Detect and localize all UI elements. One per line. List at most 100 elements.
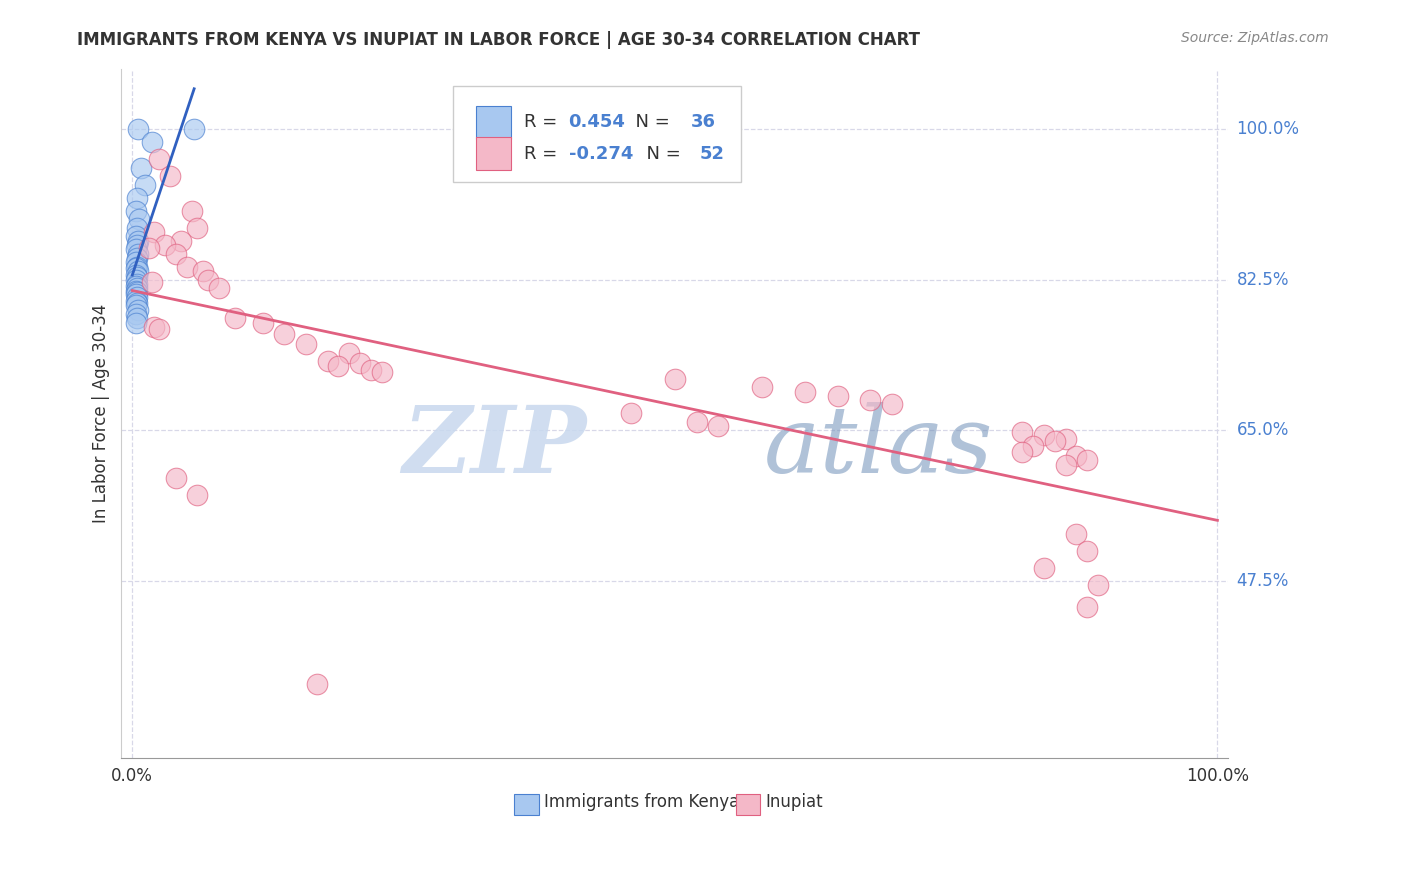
Point <box>165 246 187 260</box>
Text: atlas: atlas <box>763 402 993 492</box>
Text: 52: 52 <box>699 145 724 162</box>
Point <box>305 677 328 691</box>
Point <box>176 260 198 274</box>
Point <box>124 298 146 312</box>
Point <box>125 295 148 310</box>
Point <box>124 307 146 321</box>
Point <box>273 326 295 341</box>
Point <box>1032 561 1054 575</box>
Point <box>295 337 318 351</box>
Point <box>125 290 148 304</box>
Point <box>124 294 146 309</box>
Point <box>148 321 170 335</box>
Point <box>124 287 146 301</box>
Point <box>124 272 146 286</box>
Point <box>197 272 219 286</box>
Point <box>1066 526 1088 541</box>
Point <box>125 238 148 252</box>
Point <box>224 311 246 326</box>
Point <box>751 380 773 394</box>
Text: ZIP: ZIP <box>402 402 586 492</box>
Point <box>1011 425 1033 439</box>
Point <box>1022 439 1045 453</box>
Point <box>170 234 193 248</box>
Point <box>125 281 148 295</box>
Text: 47.5%: 47.5% <box>1237 572 1289 590</box>
Text: Inupiat: Inupiat <box>766 793 824 811</box>
Text: -0.274: -0.274 <box>568 145 633 162</box>
Point <box>859 393 882 408</box>
Point <box>148 152 170 166</box>
Point <box>360 363 382 377</box>
Text: 65.0%: 65.0% <box>1237 421 1289 439</box>
Text: N =: N = <box>636 145 686 162</box>
Point <box>124 278 146 293</box>
Point <box>125 285 148 300</box>
Text: R =: R = <box>524 145 564 162</box>
Point <box>794 384 817 399</box>
Point <box>124 203 146 218</box>
Point <box>125 251 148 265</box>
Point <box>186 488 208 502</box>
Point <box>252 316 274 330</box>
FancyBboxPatch shape <box>515 794 538 814</box>
Text: 82.5%: 82.5% <box>1237 270 1289 288</box>
Point <box>620 406 643 420</box>
Point <box>183 121 205 136</box>
FancyBboxPatch shape <box>454 86 741 182</box>
Point <box>125 269 148 284</box>
Point <box>124 243 146 257</box>
FancyBboxPatch shape <box>475 106 510 139</box>
Text: Source: ZipAtlas.com: Source: ZipAtlas.com <box>1181 31 1329 45</box>
Point <box>138 241 160 255</box>
Y-axis label: In Labor Force | Age 30-34: In Labor Force | Age 30-34 <box>93 303 110 523</box>
Point <box>181 203 204 218</box>
Point <box>1076 544 1098 558</box>
Point <box>127 234 149 248</box>
Point <box>165 470 187 484</box>
Point <box>827 389 849 403</box>
Text: N =: N = <box>624 113 675 131</box>
Point <box>371 365 394 379</box>
Point <box>143 225 166 239</box>
Point <box>125 260 148 274</box>
Point <box>1011 444 1033 458</box>
Point <box>685 415 707 429</box>
Point <box>124 229 146 244</box>
Point <box>125 191 148 205</box>
Point <box>143 319 166 334</box>
Point <box>159 169 181 184</box>
Point <box>125 277 148 291</box>
Text: 100.0%: 100.0% <box>1237 120 1299 137</box>
Point <box>349 356 371 370</box>
Text: Immigrants from Kenya: Immigrants from Kenya <box>544 793 740 811</box>
Point <box>124 268 146 283</box>
Point <box>127 121 149 136</box>
Point <box>129 161 152 175</box>
Text: 0.454: 0.454 <box>568 113 626 131</box>
Point <box>664 371 686 385</box>
Point <box>880 397 903 411</box>
Text: IMMIGRANTS FROM KENYA VS INUPIAT IN LABOR FORCE | AGE 30-34 CORRELATION CHART: IMMIGRANTS FROM KENYA VS INUPIAT IN LABO… <box>77 31 921 49</box>
Point <box>1054 432 1077 446</box>
Point <box>124 316 146 330</box>
Point <box>124 255 146 269</box>
FancyBboxPatch shape <box>735 794 761 814</box>
Point <box>316 354 339 368</box>
Point <box>328 359 350 373</box>
Point <box>125 220 148 235</box>
Point <box>186 220 208 235</box>
Point <box>134 178 156 192</box>
Point <box>707 419 730 434</box>
Text: 36: 36 <box>690 113 716 131</box>
Point <box>191 264 214 278</box>
Point <box>1076 453 1098 467</box>
Point <box>337 345 360 359</box>
Point <box>124 284 146 298</box>
Point <box>141 135 163 149</box>
FancyBboxPatch shape <box>475 137 510 170</box>
Point <box>1054 458 1077 472</box>
Point <box>153 238 176 252</box>
Point <box>127 302 149 317</box>
Text: R =: R = <box>524 113 564 131</box>
